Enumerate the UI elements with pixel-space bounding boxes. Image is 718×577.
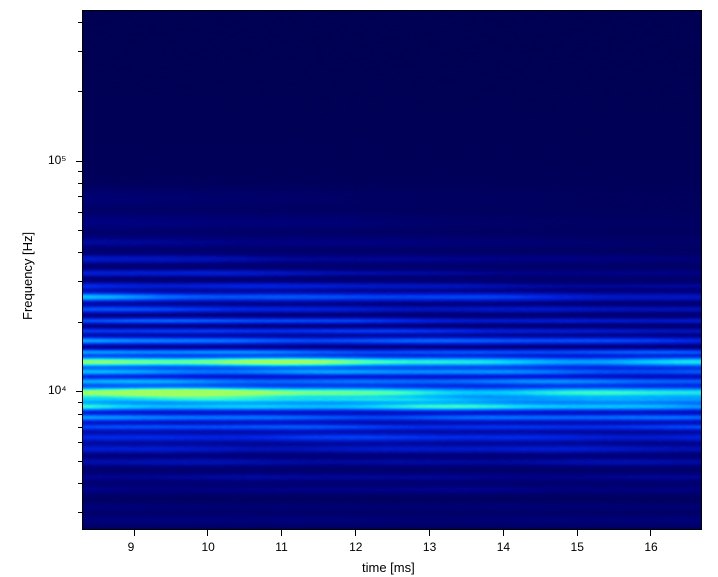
x-tick-label: 14 <box>497 540 510 554</box>
y-minor-tick-mark <box>78 230 82 231</box>
x-tick-mark <box>503 530 504 536</box>
x-tick-label: 11 <box>275 540 287 554</box>
x-tick-mark <box>134 530 135 536</box>
y-minor-tick-mark <box>78 252 82 253</box>
y-minor-tick-mark <box>78 483 82 484</box>
x-tick-mark <box>577 530 578 536</box>
y-minor-tick-mark <box>78 427 82 428</box>
y-minor-tick-mark <box>78 461 82 462</box>
y-minor-tick-mark <box>78 183 82 184</box>
y-major-tick-label: 10⁴ <box>48 383 67 397</box>
y-minor-tick-mark <box>78 212 82 213</box>
y-minor-tick-mark <box>78 402 82 403</box>
x-tick-label: 9 <box>128 540 135 554</box>
x-tick-mark <box>207 530 208 536</box>
x-tick-label: 12 <box>349 540 362 554</box>
x-tick-mark <box>650 530 651 536</box>
y-minor-tick-mark <box>78 51 82 52</box>
y-minor-tick-mark <box>78 442 82 443</box>
x-tick-label: 10 <box>201 540 214 554</box>
y-minor-tick-mark <box>78 171 82 172</box>
y-minor-tick-mark <box>78 322 82 323</box>
y-minor-tick-mark <box>78 22 82 23</box>
x-tick-label: 16 <box>644 540 657 554</box>
spectrogram-canvas <box>83 11 702 530</box>
x-tick-label: 13 <box>423 540 436 554</box>
y-major-tick-mark <box>76 391 82 392</box>
x-tick-label: 15 <box>571 540 584 554</box>
y-major-tick-mark <box>76 161 82 162</box>
spectrogram-chart: time [ms] Frequency [Hz] 9 10 11 12 13 14 15 16… <box>0 0 718 577</box>
y-minor-tick-mark <box>78 512 82 513</box>
y-major-tick-label: 10⁵ <box>48 153 66 167</box>
y-minor-tick-mark <box>78 91 82 92</box>
x-tick-mark <box>355 530 356 536</box>
x-tick-mark <box>429 530 430 536</box>
y-minor-tick-mark <box>78 196 82 197</box>
y-minor-tick-mark <box>78 281 82 282</box>
y-axis-label: Frequency [Hz] <box>20 232 35 320</box>
x-tick-mark <box>281 530 282 536</box>
y-minor-tick-mark <box>78 414 82 415</box>
x-axis-label: time [ms] <box>362 560 415 575</box>
plot-area <box>82 10 702 530</box>
